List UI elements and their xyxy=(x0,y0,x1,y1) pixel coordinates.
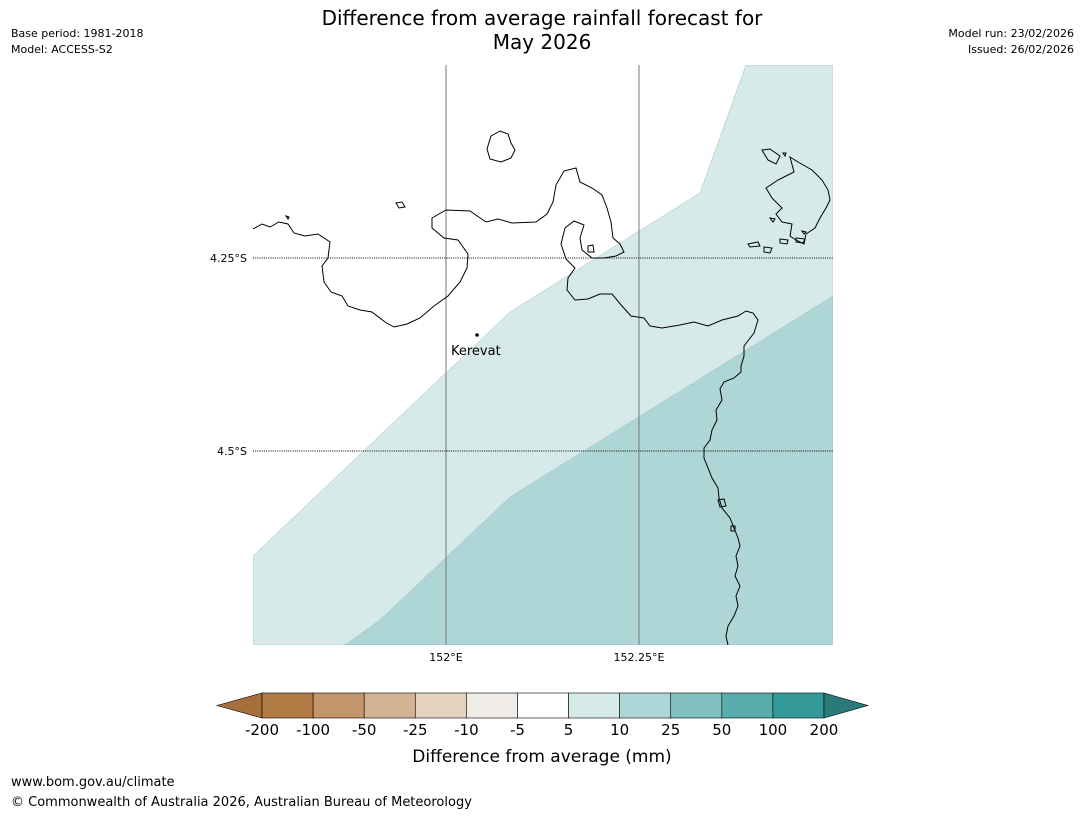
coast-main-west xyxy=(253,167,759,645)
kerevat-marker xyxy=(475,333,479,337)
model-run: Model run: 23/02/2026 xyxy=(948,27,1074,40)
colorbar-tick-label: -25 xyxy=(403,721,428,739)
colorbar-title: Difference from average (mm) xyxy=(412,747,671,767)
colorbar-tick-label: 10 xyxy=(610,721,629,739)
coast-island-north xyxy=(486,130,516,163)
colorbar-segment xyxy=(414,692,467,719)
coast-islet-small xyxy=(395,201,406,209)
colorbar-tick-label: 25 xyxy=(661,721,680,739)
model-name: Model: ACCESS-S2 xyxy=(11,43,113,56)
colorbar-tick-label: 200 xyxy=(810,721,839,739)
coastlines xyxy=(253,130,831,645)
coast-east-small-islands xyxy=(587,237,806,254)
meta-right: Model run: 23/02/2026 Issued: 26/02/2026 xyxy=(948,26,1074,58)
colorbar-extend-high xyxy=(823,692,870,719)
base-period: Base period: 1981-2018 xyxy=(11,27,144,40)
lon-label-152-25: 152.25°E xyxy=(614,651,665,664)
colorbar: -200 -100 -50 -25 -10 -5 5 10 25 50 100 200 xyxy=(215,692,870,739)
colorbar-segment xyxy=(261,692,314,719)
lat-label-4-5: 4.5°S xyxy=(217,445,247,458)
colorbar-segment xyxy=(312,692,365,719)
page-title: Difference from average rainfall forecas… xyxy=(242,6,842,54)
colorbar-tick-label: -50 xyxy=(352,721,377,739)
colorbar-tick-label: -5 xyxy=(510,721,525,739)
lat-label-4-25: 4.25°S xyxy=(210,252,247,265)
colorbar-tick-label: 5 xyxy=(564,721,574,739)
title-line-2: May 2026 xyxy=(492,30,592,54)
colorbar-tick-label: -100 xyxy=(296,721,330,739)
colorbar-tick-label: -10 xyxy=(454,721,479,739)
colorbar-tick-label: 50 xyxy=(712,721,731,739)
meta-left: Base period: 1981-2018 Model: ACCESS-S2 xyxy=(11,26,143,58)
colorbar-extend-low xyxy=(215,692,263,719)
footer-site-url: www.bom.gov.au/climate xyxy=(11,775,175,790)
colorbar-segment xyxy=(568,692,620,719)
colorbar-segment xyxy=(772,692,825,719)
footer-copyright: © Commonwealth of Australia 2026, Austra… xyxy=(11,795,472,810)
colorbar-tick-label: -200 xyxy=(245,721,279,739)
issued-date: Issued: 26/02/2026 xyxy=(967,43,1074,56)
colorbar-segment xyxy=(619,692,672,719)
map-area: Kerevat xyxy=(253,65,833,645)
colorbar-segment xyxy=(363,692,416,719)
colorbar-tick-label: 100 xyxy=(759,721,788,739)
lon-label-152: 152°E xyxy=(429,651,462,664)
place-label-kerevat: Kerevat xyxy=(451,344,501,359)
colorbar-segment xyxy=(721,692,774,719)
title-line-1: Difference from average rainfall forecas… xyxy=(321,6,763,30)
coast-east-islet-2 xyxy=(768,152,807,235)
colorbar-segment xyxy=(670,692,723,719)
colorbar-segment xyxy=(466,692,518,719)
rain-band-10-25 xyxy=(344,295,833,645)
colorbar-segment xyxy=(517,692,569,719)
coast-islet-dot xyxy=(284,215,290,220)
coast-south-islets xyxy=(717,498,736,532)
